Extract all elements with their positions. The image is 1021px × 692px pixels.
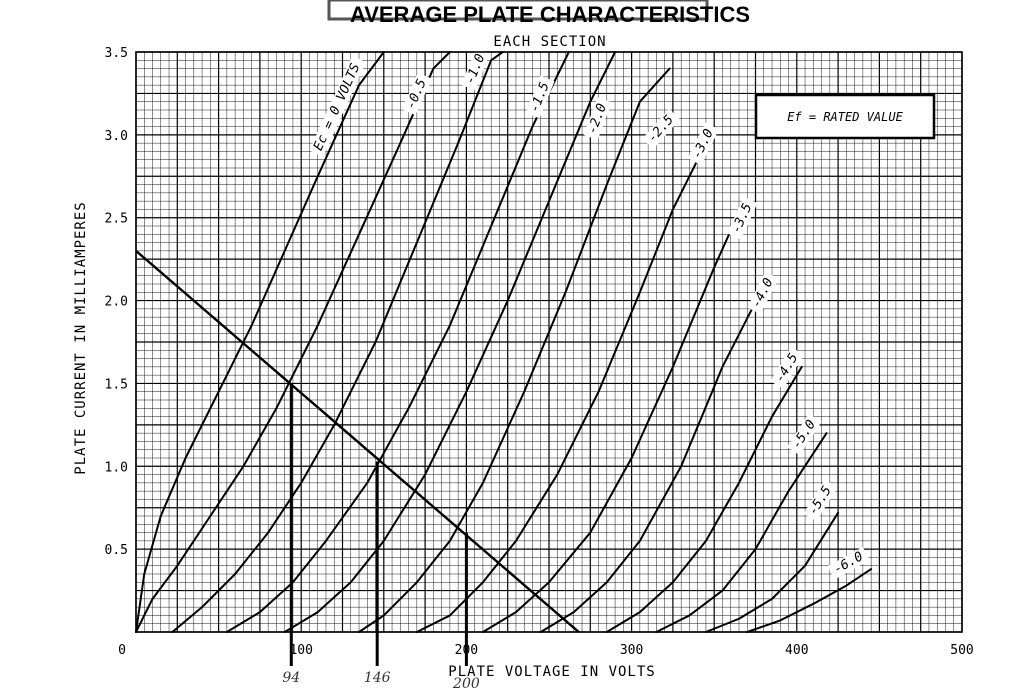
y-tick-label: 2.0 <box>105 295 128 310</box>
title-frame <box>327 0 709 21</box>
y-tick-label: 1.0 <box>105 460 128 475</box>
y-tick-label: 0.5 <box>105 543 128 558</box>
curve-label-background <box>525 75 555 119</box>
curve-label-background <box>642 109 681 149</box>
chart-title: AVERAGE PLATE CHARACTERISTICS <box>350 2 750 27</box>
curve-label-background <box>461 47 491 91</box>
curve-label-background <box>401 72 432 116</box>
characteristic-curve <box>481 200 745 633</box>
curve-label: Ec = 0 VOLTS <box>311 61 363 153</box>
curve-family <box>135 51 873 633</box>
chart-subtitle: EACH SECTION <box>493 34 606 50</box>
y-tick-label: 3.0 <box>105 129 128 144</box>
curve-label-background <box>309 55 366 157</box>
characteristic-curve <box>415 142 707 633</box>
x-tick-label: 200 <box>455 643 478 658</box>
curve-label: -3.0 <box>689 127 716 162</box>
x-tick-label: 400 <box>785 643 808 658</box>
y-axis-label: PLATE CURRENT IN MILLIAMPERES <box>73 201 89 474</box>
characteristic-curve <box>171 51 504 633</box>
annotation-text: Ef = RATED VALUE <box>787 110 903 124</box>
plot-frame <box>135 51 963 633</box>
curve-label: -4.0 <box>749 276 777 311</box>
x-tick-label: 0 <box>118 643 126 658</box>
y-tick-label: 1.5 <box>105 377 128 392</box>
y-tick-label: 2.5 <box>105 212 128 227</box>
characteristic-curve <box>605 365 803 633</box>
x-axis-label: PLATE VOLTAGE IN VOLTS <box>448 664 655 680</box>
operating-point-label: 94 <box>282 670 300 686</box>
curve-label-background <box>827 546 870 580</box>
characteristic-curve <box>746 568 873 633</box>
load-line-group <box>135 249 580 633</box>
curve-label-background <box>770 346 804 389</box>
x-tick-label: 300 <box>620 643 643 658</box>
characteristic-curve <box>135 51 451 633</box>
curve-label-background <box>747 271 779 315</box>
curve-label-background <box>787 413 822 456</box>
x-tick-label: 100 <box>289 643 312 658</box>
tick-label-group: 0 100 200 300 400 500 0.5 1.0 1.5 2.0 2.5 3.0 3.5 <box>105 46 974 658</box>
curve-label-background <box>583 97 612 141</box>
operating-point-label: 146 <box>364 670 391 686</box>
characteristic-curve <box>358 67 671 633</box>
characteristic-curve <box>225 51 570 633</box>
curve-label: -6.0 <box>831 549 866 577</box>
curve-label-background <box>687 122 719 166</box>
characteristic-curve <box>655 432 828 633</box>
annotation-box <box>754 93 936 140</box>
characteristic-curve <box>539 291 762 633</box>
x-tick-label: 500 <box>950 643 973 658</box>
characteristic-curve <box>704 511 840 633</box>
operating-point-label: 200 <box>452 676 480 692</box>
load-line <box>135 249 580 633</box>
curve-label-background <box>727 196 758 240</box>
characteristic-curve <box>283 51 617 633</box>
curve-label: -0.5 <box>403 77 429 112</box>
curve-label: -3.5 <box>729 201 756 236</box>
characteristic-curve <box>135 51 385 633</box>
y-tick-label: 3.5 <box>105 46 128 61</box>
curve-label-background <box>803 479 838 522</box>
